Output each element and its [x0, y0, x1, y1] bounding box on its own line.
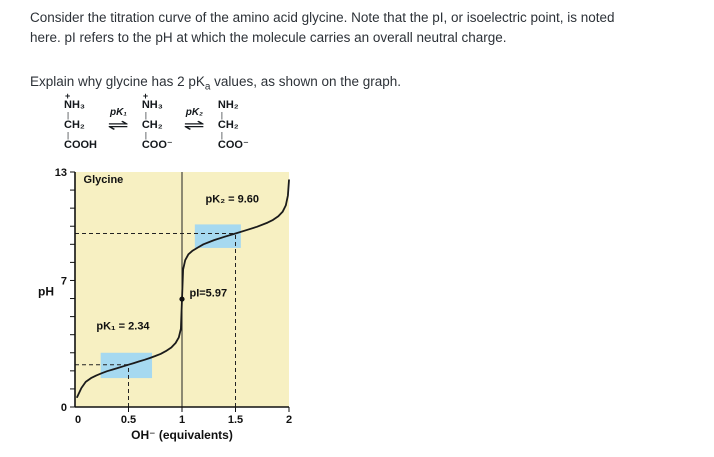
formula-line: COO⁻ [217, 139, 249, 151]
x-tick-label: 0 [75, 414, 81, 426]
equilibrium-arrow-2: pK₂ ⇌ [183, 107, 205, 134]
formula-line: NH₃ [141, 99, 163, 111]
formula-line: COOH [64, 139, 97, 151]
intro-paragraph: Consider the titration curve of the amin… [30, 10, 615, 45]
bond-line: | [67, 131, 70, 140]
formula-line: CH₂ [64, 119, 85, 131]
annotation-glycine: Glycine [84, 174, 124, 186]
annotation-pk234: pK₁ = 2.34 [96, 320, 150, 332]
bond-line: | [220, 131, 223, 140]
y-tick-label: 13 [55, 167, 67, 179]
titration-chart: 0 7 13 0 0.5 1 1.5 2 pH OH⁻ (equivalents) Glycine p… [32, 162, 332, 454]
glycine-structure-1: + NH₃ | CH₂ | COOH [64, 92, 97, 151]
buffer-region-2 [194, 224, 241, 248]
formula-line: NH₃ [64, 99, 85, 111]
y-tick-label: 0 [61, 402, 67, 414]
glycine-structure-3: NH₂ | CH₂ | COO⁻ [218, 92, 249, 151]
formula-line: NH₂ [217, 99, 239, 111]
pk-label-1: pK₁ [110, 107, 127, 118]
glycine-structure-2: + NH₃ | CH₂ | COO⁻ [142, 92, 173, 151]
question-text-post: values, as shown on the graph. [210, 74, 402, 89]
bond-line: | [220, 111, 223, 120]
formula-line: COO⁻ [141, 139, 173, 151]
formula-line: CH₂ [141, 119, 163, 131]
bond-line: | [144, 111, 147, 120]
y-tick-label: 7 [61, 275, 67, 287]
x-tick-label: 1.5 [228, 414, 243, 426]
glycine-ionization-scheme: + NH₃ | CH₂ | COOH pK₁ ⇌ + NH₃ | CH₂ | COO⁻ pK₂ ⇌ NH₂ | CH… [64, 92, 249, 151]
pk-label-2: pK₂ [185, 107, 203, 118]
y-axis-title: pH [38, 284, 54, 298]
x-axis-title: OH⁻ (equivalents) [131, 428, 233, 442]
question-text: Explain why glycine has 2 pKa values, as… [30, 74, 401, 93]
equilibrium-arrows-icon: ⇌ [107, 117, 130, 134]
titration-chart-svg: 0 7 13 0 0.5 1 1.5 2 pH OH⁻ (equivalents) Glycine p… [38, 167, 292, 442]
equilibrium-arrows-icon: ⇌ [183, 117, 205, 134]
pI-point [179, 296, 185, 302]
amine-charge-sign: + [65, 91, 71, 101]
x-tick-label: 0.5 [121, 414, 136, 426]
question-text-subscript: a [204, 81, 211, 93]
annotation-pi597: pI=5.97 [189, 288, 227, 300]
formula-line: CH₂ [217, 119, 239, 131]
bond-line: | [144, 131, 147, 140]
titration-curve [76, 179, 290, 399]
amine-charge-sign: + [142, 91, 149, 101]
x-tick-label: 2 [286, 414, 292, 426]
equilibrium-arrow-1: pK₁ ⇌ [107, 107, 130, 134]
annotation-pk960: pK₂ = 9.60 [206, 194, 259, 206]
bond-line: | [67, 111, 70, 120]
question-text-pre: Explain why glycine has 2 pK [30, 74, 205, 89]
x-tick-label: 1 [179, 414, 185, 426]
